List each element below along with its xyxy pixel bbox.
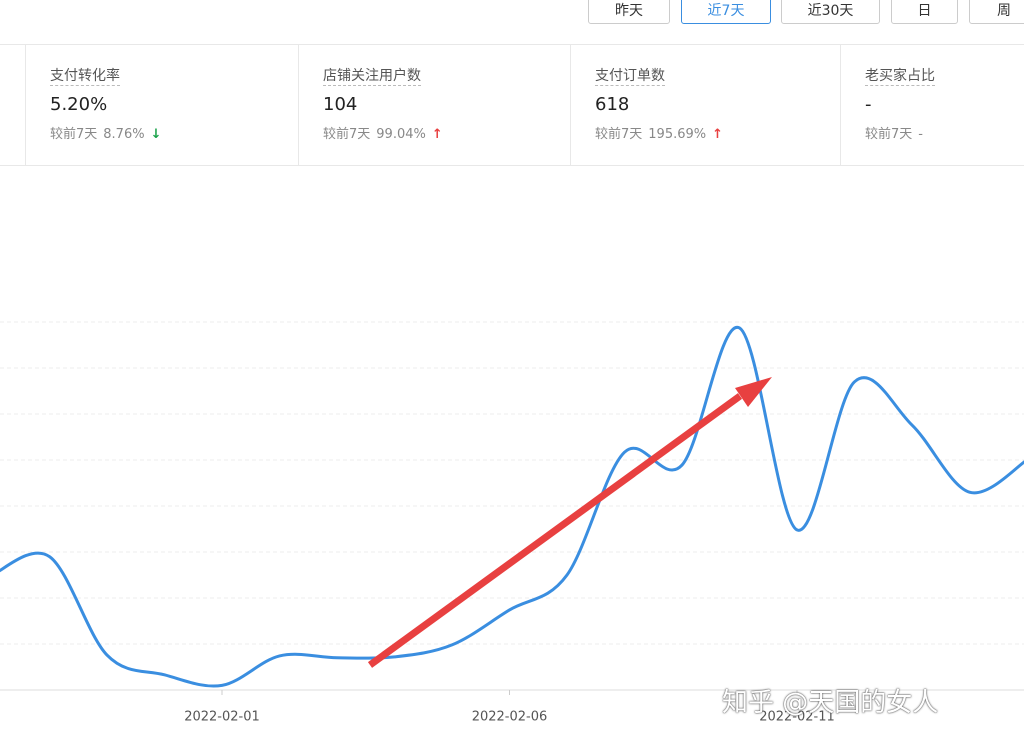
date-button[interactable]: 昨天 (588, 0, 670, 24)
change-value: 8.76% (103, 127, 145, 142)
metric-label: 店铺关注用户数 (323, 65, 421, 86)
compare-label: 较前7天 (595, 127, 643, 142)
metric-compare: 较前7天 99.04% ↑ (323, 123, 570, 142)
x-tick-label: 2022-02-11 (759, 710, 835, 725)
trend-arrow: ↑ (431, 127, 443, 142)
change-value: 195.69% (648, 127, 707, 142)
annotation-arrowhead (735, 377, 772, 407)
date-button[interactable]: 近7天 (681, 0, 771, 24)
metric-label: 支付订单数 (595, 65, 665, 86)
compare-label: 较前7天 (50, 127, 98, 142)
watermark: 知乎 @天国的女人 (722, 688, 939, 718)
change-value: - (918, 127, 923, 142)
metric-compare: 较前7天 - (865, 123, 1024, 142)
trend-arrow: ↑ (712, 127, 724, 142)
metric-card: 店铺关注用户数 104 较前7天 99.04% ↑ (298, 45, 570, 165)
metric-value: 5.20% (50, 94, 108, 115)
metric-card: 支付订单数 618 较前7天 195.69% ↑ (570, 45, 840, 165)
annotation-arrow (367, 393, 743, 668)
trend-arrow: ↓ (150, 127, 162, 142)
chart: 2022-02-01 2022-02-06 2022-02-11 (0, 321, 1024, 725)
compare-label: 较前7天 (865, 127, 913, 142)
metric-label: 支付转化率 (50, 65, 120, 86)
metric-card: 支付转化率 5.20% 较前7天 8.76% ↓ (25, 45, 298, 165)
compare-label: 较前7天 (323, 127, 371, 142)
metric-compare: 较前7天 195.69% ↑ (595, 123, 840, 142)
x-tick-label: 2022-02-06 (472, 710, 548, 725)
change-value: 99.04% (376, 127, 426, 142)
date-button[interactable]: 周 (969, 0, 1024, 24)
metric-value: 104 (323, 94, 358, 115)
metric-value: - (865, 94, 872, 115)
date-button[interactable]: 近30天 (781, 0, 880, 24)
metric-cards: 支付转化率 5.20% 较前7天 8.76% ↓ 店铺关注用户数 104 较前7天 99.04%… (0, 45, 1024, 166)
date-button[interactable]: 日 (891, 0, 958, 24)
metric-value: 618 (595, 94, 630, 115)
metric-compare: 较前7天 8.76% ↓ (50, 123, 298, 142)
toolbar: 昨天 近7天 近30天日周 (0, 0, 1024, 45)
metric-card: 老买家占比 - 较前7天 - (840, 45, 1024, 165)
metric-label: 老买家占比 (865, 65, 935, 86)
x-tick-label: 2022-02-01 (184, 710, 260, 725)
line-series (0, 326, 1024, 688)
